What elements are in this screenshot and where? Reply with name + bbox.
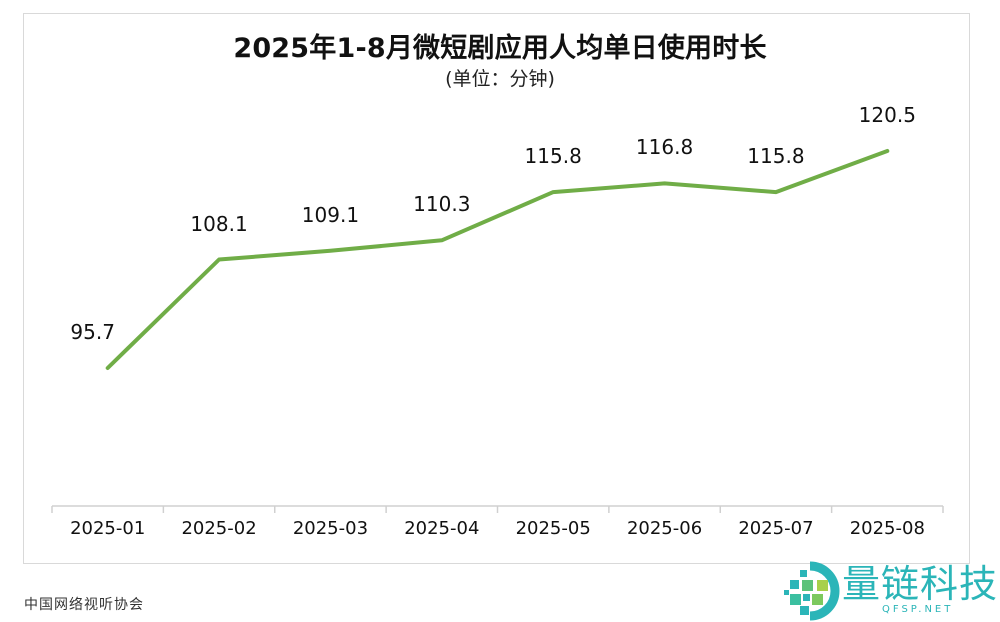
data-label: 110.3 — [413, 192, 471, 217]
data-label: 115.8 — [747, 144, 805, 169]
x-tick-label: 2025-05 — [515, 518, 591, 539]
x-axis-ticks — [51, 506, 944, 513]
x-tick-label: 2025-06 — [626, 518, 703, 539]
source-note: 中国网络视听协会 — [24, 597, 144, 613]
chart-title: 2025年1-8月微短剧应用人均单日使用时长 — [233, 33, 767, 64]
watermark-url: QFSP.NET — [882, 604, 954, 615]
data-label: 115.8 — [524, 144, 582, 169]
data-label: 116.8 — [635, 135, 694, 160]
data-label: 95.7 — [70, 320, 115, 344]
x-tick-label: 2025-04 — [404, 518, 480, 539]
chart-subtitle: (单位：分钟) — [445, 68, 555, 90]
x-tick-label: 2025-01 — [70, 518, 146, 539]
watermark-logo: 量链科技 QFSP.NET — [780, 560, 1000, 622]
data-label: 120.5 — [858, 103, 916, 127]
logo-mark-icon — [784, 561, 840, 621]
x-tick-label: 2025-02 — [181, 518, 257, 539]
chart-frame — [23, 13, 970, 564]
series-line — [105, 149, 890, 370]
data-label: 109.1 — [301, 202, 360, 227]
x-tick-label: 2025-07 — [738, 518, 814, 539]
data-label: 108.1 — [190, 211, 248, 236]
watermark-name: 量链科技 — [842, 562, 999, 606]
x-tick-label: 2025-08 — [849, 518, 925, 539]
x-tick-label: 2025-03 — [292, 518, 369, 539]
